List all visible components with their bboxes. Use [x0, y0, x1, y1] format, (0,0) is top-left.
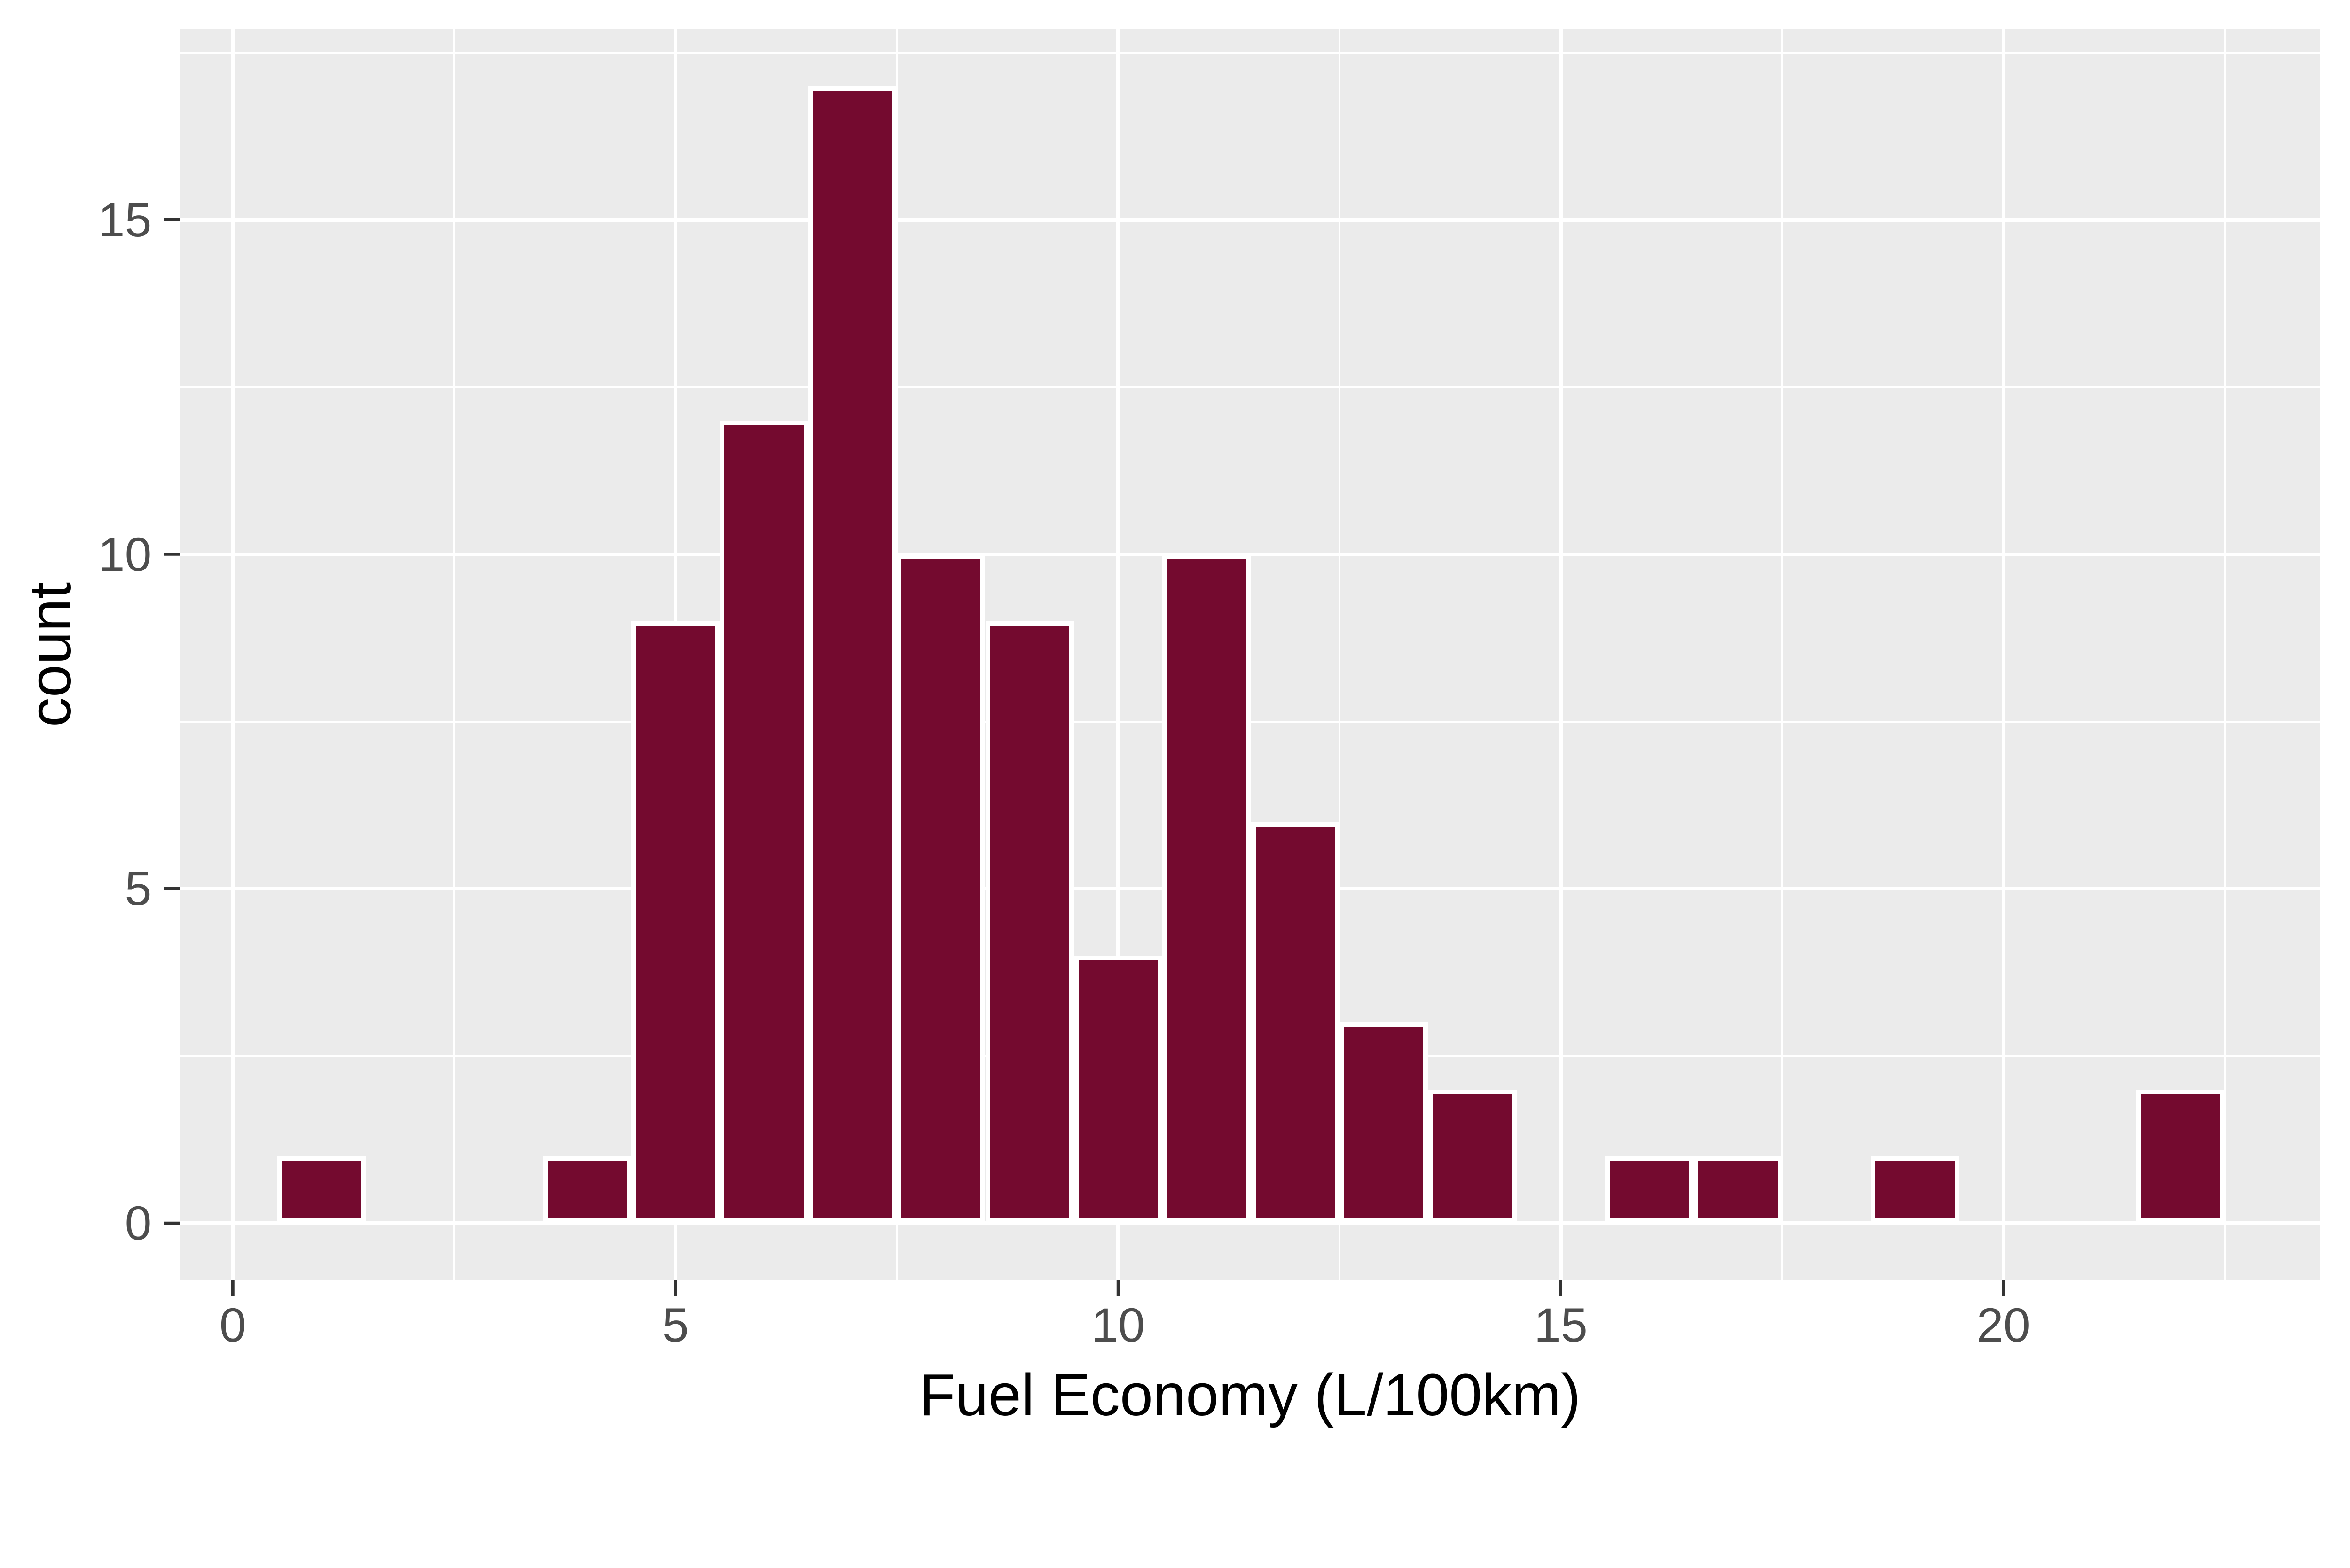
x-axis-tick	[1559, 1280, 1563, 1296]
histogram-bar	[720, 420, 808, 1224]
y-major-gridline	[180, 218, 2321, 222]
y-tick-label: 5	[125, 861, 152, 916]
y-minor-gridline	[180, 51, 2321, 54]
histogram-bar	[1339, 1022, 1428, 1224]
y-tick-label: 10	[98, 527, 152, 581]
x-axis-title: Fuel Economy (L/100km)	[919, 1362, 1581, 1428]
x-major-gridline	[2001, 29, 2005, 1280]
x-major-gridline	[1559, 29, 1563, 1280]
histogram-bar	[277, 1156, 366, 1224]
y-axis-tick	[164, 553, 180, 556]
x-axis-tick	[231, 1280, 235, 1296]
x-minor-gridline	[453, 29, 455, 1280]
x-minor-gridline	[1781, 29, 1783, 1280]
histogram-figure: 0 5 10 15 20 0 5 10 15 Fuel Economy (L/100km) co…	[16, 29, 2321, 1428]
y-axis-tick	[164, 887, 180, 890]
x-tick-label: 15	[1534, 1297, 1588, 1352]
x-minor-gridline	[1338, 29, 1340, 1280]
histogram-bar	[1428, 1089, 1517, 1224]
y-tick-label: 15	[98, 192, 152, 247]
histogram-bar	[1605, 1156, 1694, 1224]
histogram-bar	[631, 621, 720, 1224]
y-axis-tick	[164, 1221, 180, 1225]
x-tick-label: 5	[662, 1297, 689, 1352]
histogram-bar	[1251, 822, 1340, 1224]
x-axis-tick	[674, 1280, 677, 1296]
x-minor-gridline	[2224, 29, 2226, 1280]
x-major-gridline	[1116, 29, 1120, 1280]
histogram-bar	[1073, 955, 1163, 1224]
y-major-gridline	[180, 1221, 2321, 1225]
histogram-bar	[2136, 1089, 2225, 1224]
x-axis-tick	[2002, 1280, 2005, 1296]
x-tick-label: 10	[1091, 1297, 1145, 1352]
histogram-bar	[1871, 1156, 1959, 1224]
histogram-bar	[542, 1156, 632, 1224]
y-axis-title: count	[16, 582, 83, 727]
x-tick-label: 0	[219, 1297, 246, 1352]
x-tick-label: 20	[1976, 1297, 2030, 1352]
x-axis-tick	[1116, 1280, 1120, 1296]
y-minor-gridline	[180, 386, 2321, 388]
y-axis-tick	[164, 218, 180, 222]
plot-panel	[180, 29, 2321, 1280]
y-tick-label: 0	[125, 1195, 152, 1250]
histogram-bar	[808, 86, 897, 1224]
histogram-bar	[1162, 554, 1251, 1224]
histogram-bar	[897, 554, 986, 1224]
histogram-bar	[1693, 1156, 1782, 1224]
histogram-bar	[985, 621, 1074, 1224]
x-major-gridline	[231, 29, 235, 1280]
